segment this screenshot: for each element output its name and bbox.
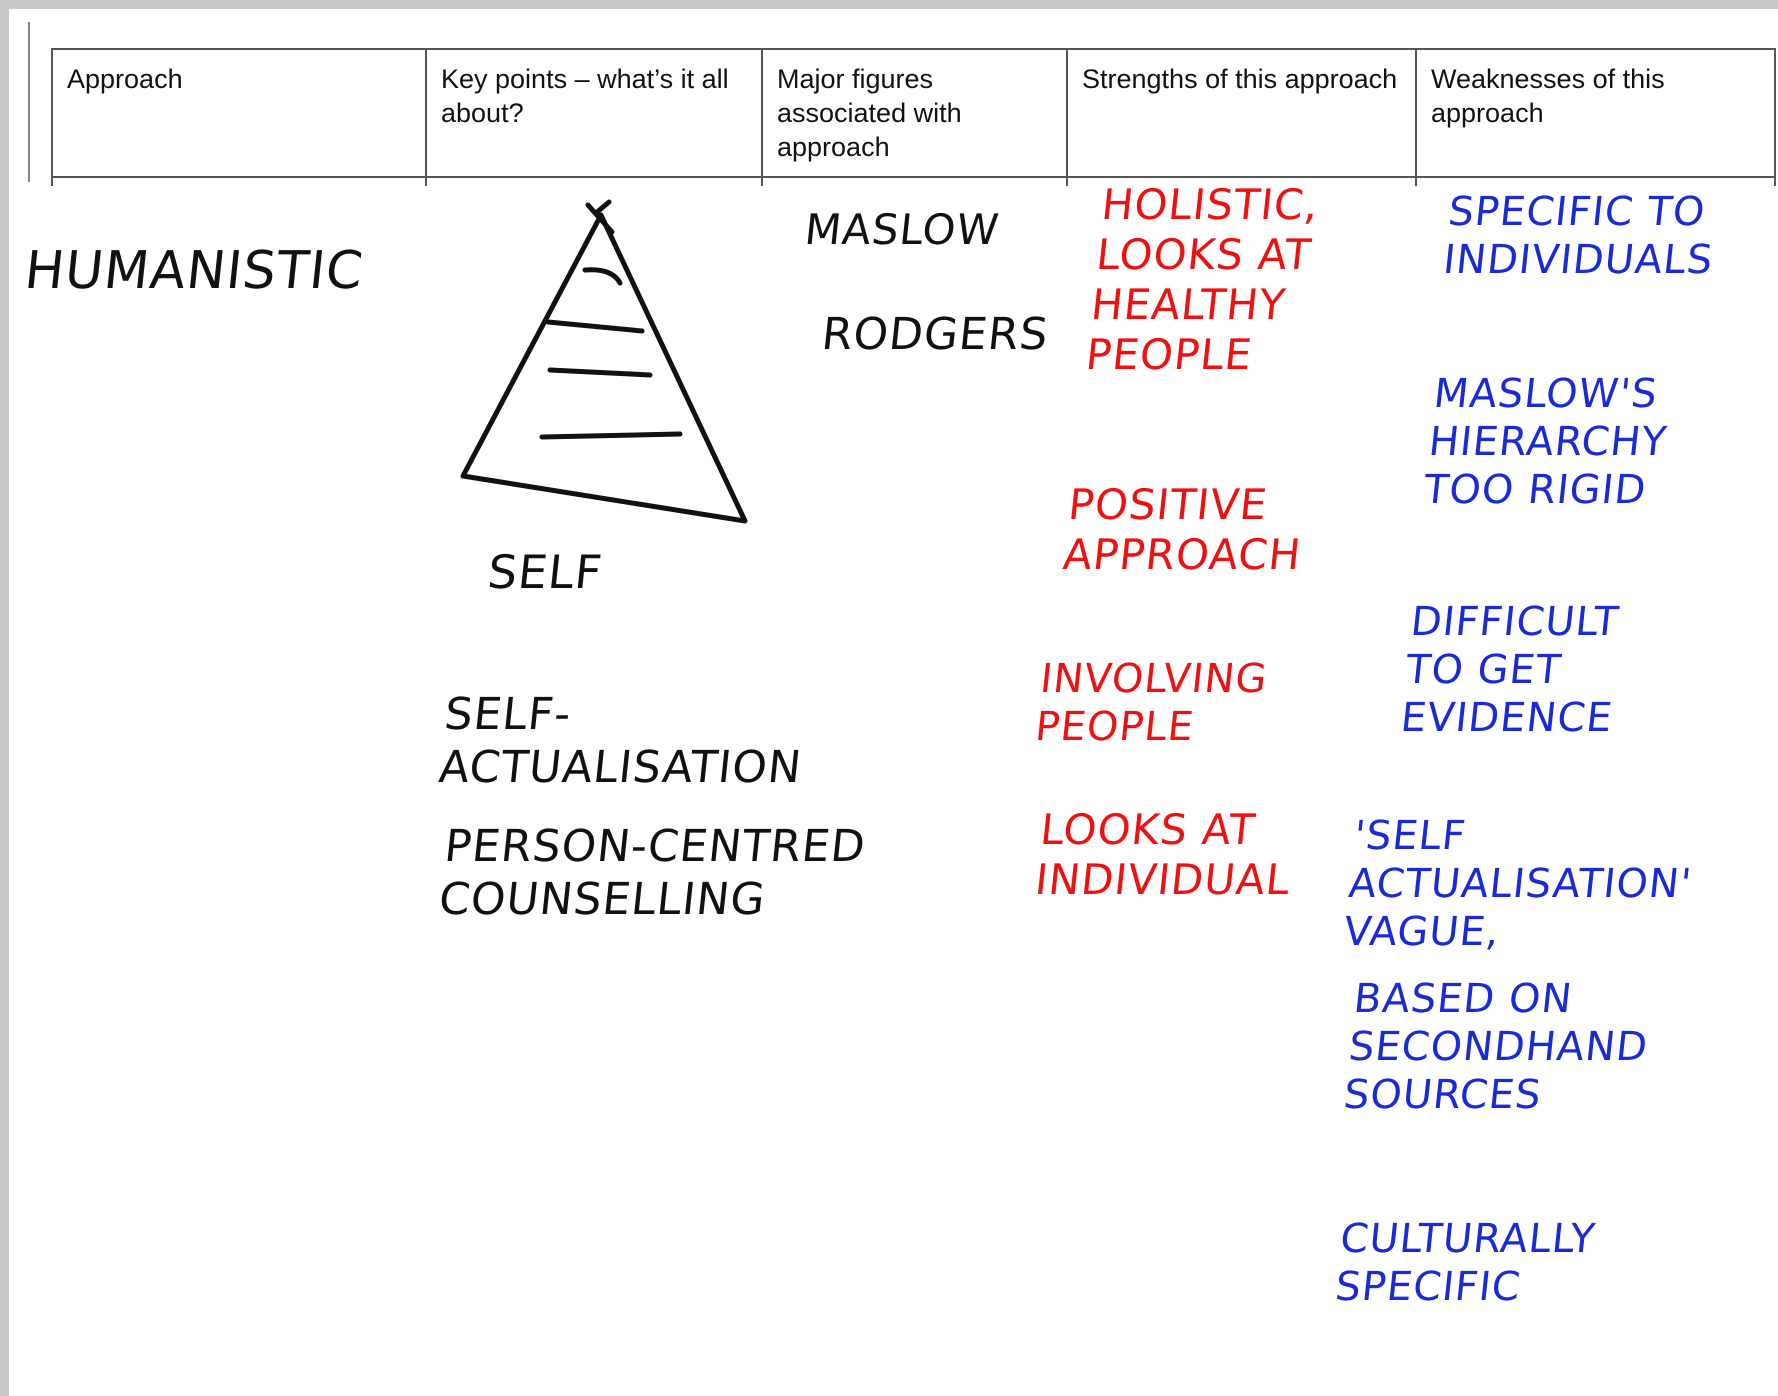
- margin-line: [28, 22, 30, 182]
- note-line: APPROACH: [1060, 530, 1304, 579]
- note-line: SECONDHAND: [1346, 1024, 1651, 1070]
- note-line: MASLOW'S: [1431, 371, 1661, 417]
- handwritten-note: POSITIVE APPROACH: [1061, 480, 1309, 580]
- cell-border: [425, 178, 427, 186]
- cell-border: [1774, 178, 1776, 186]
- cell-border: [761, 178, 763, 186]
- handwritten-note: PERSON-CENTRED COUNSELLING: [436, 820, 869, 926]
- note-line: SELF: [485, 545, 606, 599]
- pyramid-line: [582, 267, 623, 286]
- note-line: PEOPLE: [1083, 330, 1255, 379]
- header-cell: Major figures associated with approach: [761, 48, 1066, 178]
- note-line: LOOKS AT: [1038, 805, 1258, 854]
- handwritten-note: SPECIFIC TO INDIVIDUALS: [1441, 188, 1721, 284]
- note-line: SPECIFIC TO: [1446, 189, 1708, 235]
- pyramid-line: [545, 319, 645, 334]
- header-cell: Key points – what’s it all about?: [425, 48, 761, 178]
- note-line: HIERARCHY: [1426, 419, 1670, 465]
- pyramid-line: [539, 431, 683, 440]
- note-line: HEALTHY: [1088, 280, 1289, 329]
- note-line: HUMANISTIC: [21, 241, 367, 301]
- note-line: MASLOW: [802, 205, 1002, 254]
- handwritten-note: SELF- ACTUALISATION: [436, 688, 810, 794]
- note-line: INDIVIDUALS: [1441, 237, 1716, 283]
- note-line: COUNSELLING: [436, 874, 769, 925]
- handwritten-note: MASLOW: [802, 205, 1001, 255]
- cell-border: [1066, 178, 1068, 186]
- cell-border: [51, 178, 53, 186]
- pyramid-line: [547, 367, 653, 378]
- note-line: BASED ON: [1351, 976, 1575, 1022]
- handwritten-note: INVOLVING PEOPLE: [1033, 655, 1270, 751]
- note-line: SOURCES: [1341, 1072, 1544, 1118]
- note-line: SPECIFIC: [1333, 1264, 1524, 1310]
- note-line: VAGUE,: [1341, 909, 1503, 955]
- note-line: LOOKS AT: [1094, 230, 1314, 279]
- note-line: SELF-: [442, 689, 574, 740]
- handwritten-note: 'SELF ACTUALISATION' VAGUE,: [1341, 812, 1699, 956]
- header-cell: Strengths of this approach: [1066, 48, 1415, 178]
- note-line: PERSON-CENTRED: [442, 821, 869, 872]
- note-line: EVIDENCE: [1398, 695, 1616, 741]
- note-line: TOO RIGID: [1421, 467, 1649, 513]
- note-line: INVOLVING: [1038, 656, 1270, 702]
- note-line: RODGERS: [819, 309, 1052, 360]
- handwritten-note: LOOKS AT INDIVIDUAL: [1033, 805, 1298, 905]
- note-line: ACTUALISATION: [436, 742, 805, 793]
- handwritten-note: CULTURALLY SPECIFIC: [1333, 1215, 1598, 1311]
- handwritten-note: SELF: [485, 545, 605, 600]
- note-line: INDIVIDUAL: [1032, 855, 1293, 904]
- pyramid-apex: [585, 199, 615, 235]
- note-line: DIFFICULT: [1408, 599, 1622, 645]
- cell-border: [1415, 178, 1417, 186]
- note-line: ACTUALISATION': [1346, 861, 1695, 907]
- note-line: HOLISTIC,: [1099, 180, 1322, 229]
- handwritten-note: RODGERS: [819, 308, 1051, 361]
- header-cell: Weaknesses of this approach: [1415, 48, 1776, 178]
- note-line: 'SELF: [1351, 813, 1469, 859]
- handwritten-note: MASLOW'S HIERARCHY TOO RIGID: [1421, 370, 1674, 514]
- handwritten-note: BASED ON SECONDHAND SOURCES: [1341, 975, 1655, 1119]
- header-cell: Approach: [51, 48, 425, 178]
- note-line: POSITIVE: [1066, 480, 1271, 529]
- note-line: TO GET: [1403, 647, 1564, 693]
- handwritten-note: DIFFICULT TO GET EVIDENCE: [1398, 598, 1625, 742]
- pyramid-outline: [460, 212, 748, 524]
- note-line: PEOPLE: [1033, 704, 1197, 750]
- note-line: CULTURALLY: [1338, 1216, 1598, 1262]
- handwritten-note: HOLISTIC, LOOKS AT HEALTHY PEOPLE: [1083, 180, 1322, 380]
- handwritten-note: HUMANISTIC: [22, 240, 367, 302]
